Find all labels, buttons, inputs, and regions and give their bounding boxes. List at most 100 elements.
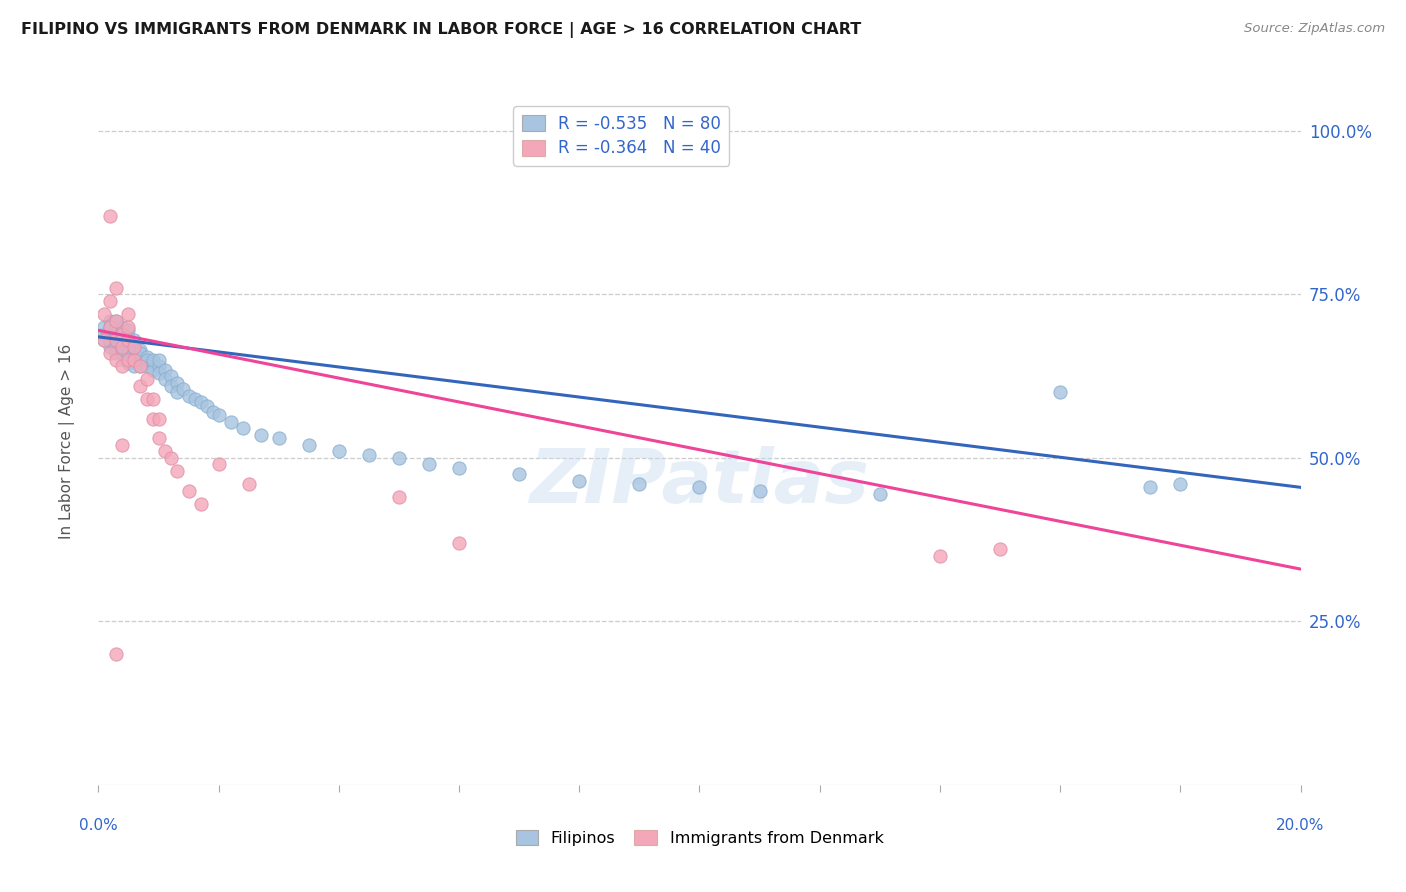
Point [100, 336, 122, 351]
Point [418, 458, 440, 472]
Point [117, 346, 139, 360]
Point [141, 356, 163, 370]
Point [100, 320, 122, 334]
Point [177, 389, 200, 403]
Point [111, 326, 134, 341]
Point [117, 320, 139, 334]
Point [117, 352, 139, 367]
Point [124, 340, 146, 354]
Point [93, 320, 115, 334]
Point [153, 444, 176, 458]
Point [141, 411, 163, 425]
Point [111, 333, 134, 347]
Point [100, 333, 122, 347]
Point [689, 480, 711, 494]
Point [141, 392, 163, 406]
Point [159, 369, 181, 384]
Point [219, 415, 242, 429]
Point [135, 359, 157, 374]
Point [111, 359, 134, 374]
Point [628, 477, 651, 491]
Point [141, 362, 163, 376]
Point [135, 352, 157, 367]
Point [100, 313, 122, 327]
Point [148, 366, 170, 380]
Point [748, 483, 770, 498]
Point [148, 431, 170, 445]
Point [148, 411, 170, 425]
Point [93, 307, 115, 321]
Point [129, 343, 152, 357]
Point [105, 333, 128, 347]
Point [100, 346, 122, 360]
Point [177, 483, 200, 498]
Point [447, 460, 470, 475]
Point [100, 293, 122, 308]
Point [135, 392, 157, 406]
Point [117, 356, 139, 370]
Point [208, 409, 231, 423]
Point [135, 350, 157, 364]
Point [249, 428, 271, 442]
Point [100, 323, 122, 337]
Point [166, 385, 188, 400]
Point [388, 450, 411, 465]
Point [1139, 480, 1161, 494]
Point [159, 450, 181, 465]
Point [111, 340, 134, 354]
Point [93, 333, 115, 347]
Point [100, 320, 122, 334]
Point [105, 647, 128, 661]
Point [105, 326, 128, 341]
Point [141, 352, 163, 367]
Text: ZIPatlas: ZIPatlas [530, 446, 869, 519]
Point [105, 333, 128, 347]
Point [124, 352, 146, 367]
Point [105, 317, 128, 331]
Point [111, 346, 134, 360]
Point [111, 336, 134, 351]
Point [267, 431, 290, 445]
Point [869, 487, 891, 501]
Point [1049, 385, 1071, 400]
Point [129, 359, 152, 374]
Point [195, 399, 218, 413]
Point [1170, 477, 1192, 491]
Text: Source: ZipAtlas.com: Source: ZipAtlas.com [1244, 22, 1385, 36]
Point [148, 359, 170, 374]
Point [117, 323, 139, 337]
Point [208, 458, 231, 472]
Point [129, 352, 152, 367]
Point [135, 372, 157, 386]
Point [100, 340, 122, 354]
Point [148, 352, 170, 367]
Point [153, 372, 176, 386]
Point [105, 346, 128, 360]
Point [929, 549, 952, 563]
Point [172, 382, 194, 396]
Text: 20.0%: 20.0% [1277, 818, 1324, 832]
Legend: Filipinos, Immigrants from Denmark: Filipinos, Immigrants from Denmark [509, 823, 890, 853]
Point [124, 359, 146, 374]
Point [129, 346, 152, 360]
Point [111, 320, 134, 334]
Point [159, 379, 181, 393]
Point [328, 444, 350, 458]
Point [201, 405, 224, 419]
Point [93, 326, 115, 341]
Point [166, 464, 188, 478]
Point [117, 336, 139, 351]
Point [124, 340, 146, 354]
Point [105, 323, 128, 337]
Point [357, 448, 380, 462]
Point [100, 209, 122, 223]
Point [238, 477, 260, 491]
Point [117, 330, 139, 344]
Point [153, 362, 176, 376]
Y-axis label: In Labor Force | Age > 16: In Labor Force | Age > 16 [59, 344, 75, 539]
Point [166, 376, 188, 390]
Point [124, 352, 146, 367]
Point [111, 438, 134, 452]
Point [124, 346, 146, 360]
Point [190, 395, 212, 409]
